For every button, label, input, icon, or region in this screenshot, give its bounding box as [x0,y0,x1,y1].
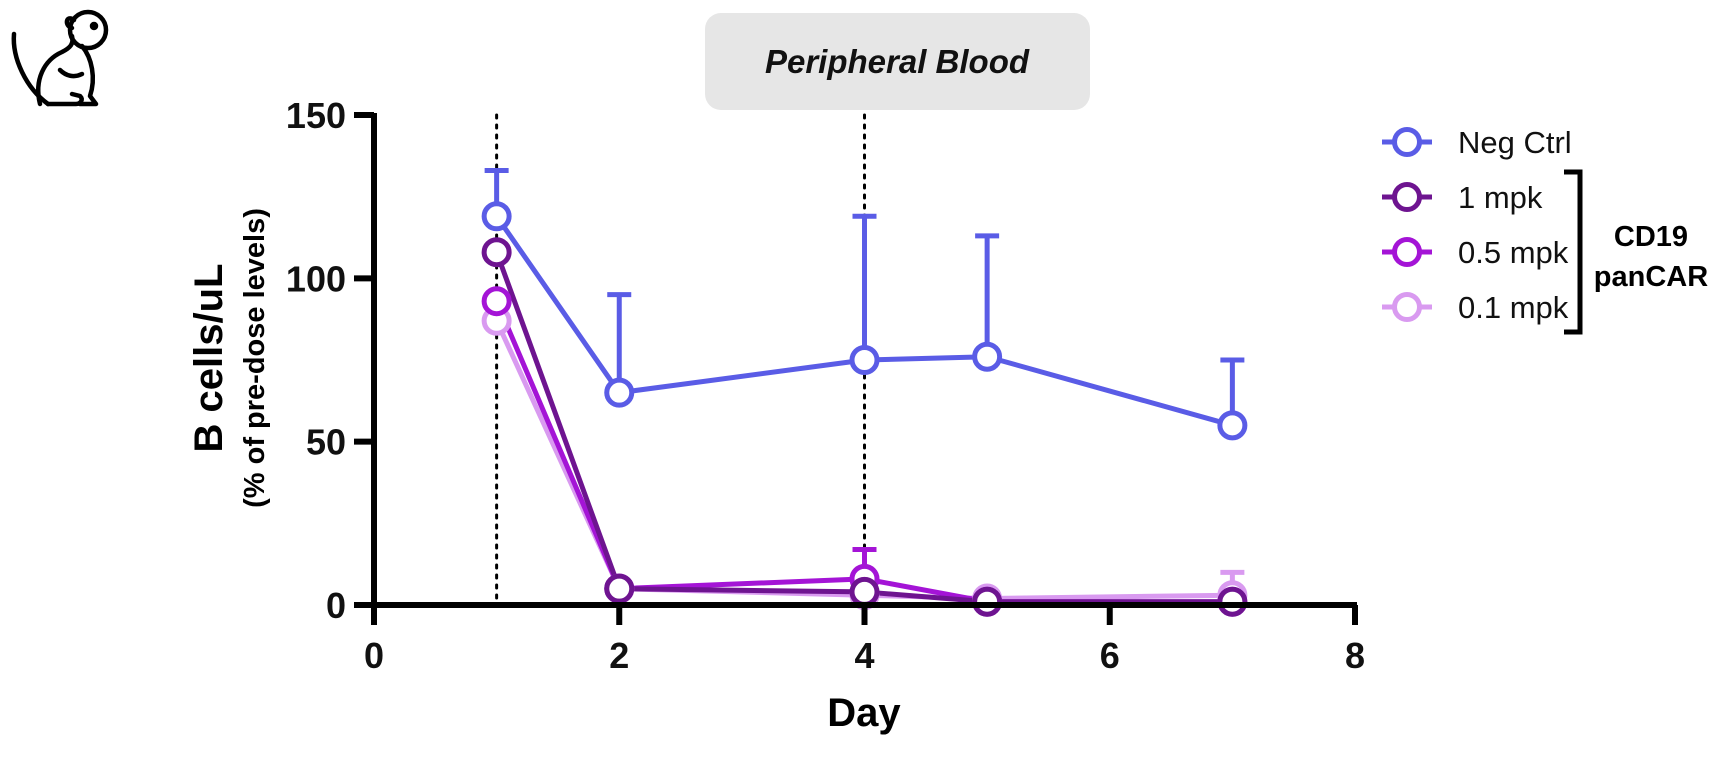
data-point [1217,586,1248,617]
legend-label: 0.5 mpk [1458,235,1569,270]
data-point [849,345,880,375]
data-point [604,573,635,604]
legend-label: Neg Ctrl [1458,125,1572,160]
plot-area [481,113,1248,617]
legend-label: 0.1 mpk [1458,290,1569,325]
x-tick-label: 0 [364,635,384,676]
legend-marker [1392,237,1422,267]
y-axis-sublabel: (% of pre-dose levels) [239,208,271,508]
data-point [972,586,1003,617]
y-tick-label: 0 [326,585,346,626]
x-axis-label: Day [827,691,901,735]
x-tick-label: 4 [854,635,874,676]
y-axis-label: B cells/uL [187,264,231,453]
legend-marker [1392,182,1422,212]
data-point [481,286,512,317]
axes: 0 50 100 150 0 2 4 6 8 [286,95,1365,676]
data-point [604,377,635,408]
x-tick-label: 6 [1100,635,1120,676]
y-axis-label-group: B cells/uL (% of pre-dose levels) [187,208,271,508]
monkey-icon [11,9,109,107]
legend-marker [1392,127,1422,157]
legend: Neg Ctrl 1 mpk 0.5 mpk 0.1 mpk CD19 panCAR [1382,125,1708,335]
y-tick-label: 50 [306,422,346,463]
data-point [849,576,880,607]
title-box [705,13,1090,110]
x-tick-label: 8 [1345,635,1365,676]
y-tick-label: 100 [286,258,346,299]
data-point [972,341,1003,372]
data-point [481,237,512,268]
legend-bracket [1564,169,1583,335]
chart-title: Peripheral Blood [765,43,1030,80]
data-point [481,201,512,232]
legend-marker [1392,292,1422,322]
y-tick-label: 150 [286,95,346,136]
legend-label: 1 mpk [1458,180,1543,215]
x-tick-label: 2 [609,635,629,676]
legend-group-label: CD19 [1614,221,1688,253]
legend-group-label: panCAR [1594,261,1708,293]
data-point [1217,410,1248,441]
